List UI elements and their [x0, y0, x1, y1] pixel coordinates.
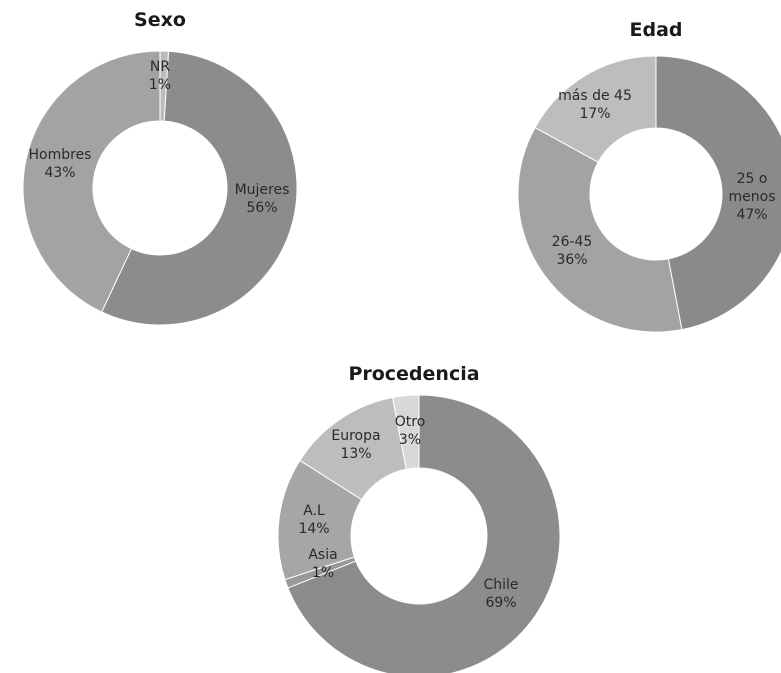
donut-slices-sexo	[22, 50, 298, 326]
chart-title-sexo: Sexo	[134, 9, 186, 31]
slice-label-procedencia-chile: Chile 69%	[483, 577, 518, 611]
donut-labels-edad: 25 o menos 47% 26-45 36% más de 45 17%	[552, 88, 776, 268]
slice-edad-26-45	[517, 126, 683, 333]
slice-label-edad-mas-de-45: más de 45 17%	[558, 88, 632, 122]
slice-sexo-mujeres	[101, 50, 298, 326]
slice-sexo-hombres	[22, 50, 161, 313]
slice-label-sexo-nr: NR 1%	[149, 59, 171, 93]
slice-label-procedencia-otro: Otro 3%	[395, 414, 426, 448]
slice-edad-mas-de-45	[534, 55, 657, 163]
donut-labels-procedencia: Chile 69% Asia 1% A.L 14% Europa 13% Otro 3%	[298, 414, 518, 611]
slice-label-procedencia-asia: Asia 1%	[308, 547, 337, 581]
slice-label-edad-26-45: 26-45 36%	[552, 234, 593, 268]
slice-edad-25-o-menos	[655, 55, 781, 331]
donut-chart-edad: Edad 25 o menos 47% 26-45 36% más de 45 17%	[517, 19, 781, 333]
slice-label-sexo-hombres: Hombres 43%	[29, 147, 92, 181]
donut-chart-procedencia: Procedencia Chile 69% Asia 1% A.L 14% Europa 13…	[277, 363, 561, 673]
slice-label-procedencia-europa: Europa 13%	[331, 428, 380, 462]
slice-label-procedencia-a-l: A.L 14%	[298, 503, 329, 537]
slice-procedencia-chile	[287, 394, 561, 673]
slice-procedencia-otro	[391, 394, 420, 470]
chart-title-procedencia: Procedencia	[348, 363, 479, 385]
slice-label-edad-25-o-menos: 25 o menos 47%	[729, 171, 776, 223]
donut-slices-procedencia	[277, 394, 561, 673]
donut-labels-sexo: NR 1% Mujeres 56% Hombres 43%	[29, 59, 290, 216]
donut-chart-sexo: Sexo NR 1% Mujeres 56% Hombres 43%	[22, 9, 298, 326]
slice-label-sexo-mujeres: Mujeres 56%	[235, 182, 290, 216]
chart-title-edad: Edad	[629, 19, 682, 41]
donut-slices-edad	[517, 55, 781, 333]
